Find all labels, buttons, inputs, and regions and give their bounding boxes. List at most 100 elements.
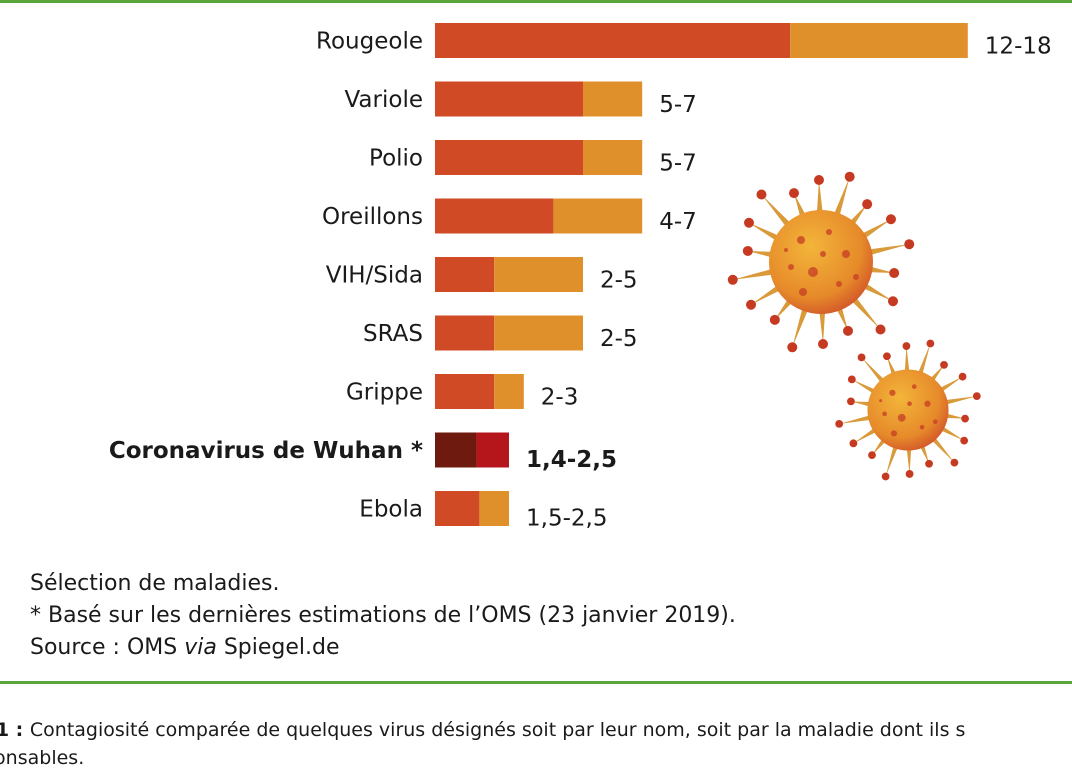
bar-low — [435, 315, 495, 351]
virus-spike — [835, 305, 849, 331]
virus-spot — [890, 430, 898, 437]
virus-spike — [861, 357, 885, 384]
virus-spike — [860, 219, 891, 240]
virus-spike-tip — [926, 339, 935, 348]
category-label: SRAS — [363, 321, 423, 347]
bar-low — [435, 140, 583, 175]
virus-spike-tip — [960, 436, 969, 445]
virus-spike-tip — [835, 419, 844, 428]
virus-spot — [808, 267, 818, 277]
value-label: 1,5-2,5 — [526, 506, 607, 532]
virus-spike — [839, 415, 872, 424]
category-label: Oreillons — [322, 204, 423, 230]
virus-body — [769, 210, 873, 314]
virus-spike — [850, 296, 881, 330]
bar-high — [553, 198, 643, 234]
virus-spike-tip — [950, 458, 959, 467]
bar-high — [583, 81, 643, 117]
virus-spot — [784, 248, 788, 252]
value-label: 12-18 — [985, 34, 1052, 60]
virus-spike — [761, 194, 792, 228]
virus-spot — [853, 274, 859, 280]
virus-spike-tip — [925, 459, 933, 468]
virus-spike — [749, 222, 781, 242]
value-label: 2-5 — [600, 268, 638, 294]
bar-high — [494, 257, 583, 292]
virus-spike — [792, 306, 809, 348]
virus-body — [867, 369, 949, 451]
bottom-rule — [0, 681, 1072, 684]
virus-spike — [904, 346, 910, 373]
note-source: Source : OMS via Spiegel.de — [30, 632, 736, 664]
virus-spike-tip — [904, 239, 915, 250]
top-rule — [0, 0, 1072, 3]
bar-high — [494, 315, 583, 351]
virus-spike — [774, 297, 794, 320]
figure-caption: . 1 : Contagiosité comparée de quelques … — [0, 716, 1067, 772]
virus-spike — [938, 376, 963, 393]
virus-icon — [727, 171, 915, 353]
virus-spike-tip — [868, 451, 876, 460]
virus-spike-tip — [727, 274, 738, 285]
virus-spot — [826, 229, 832, 235]
virus-spike-tip — [746, 299, 757, 310]
bar-low — [435, 374, 495, 409]
virus-spike-tip — [756, 189, 767, 200]
bar-low — [435, 23, 791, 58]
value-label: 1,4-2,5 — [526, 447, 617, 473]
virus-spike — [851, 379, 877, 395]
virus-spike-tip — [818, 338, 829, 349]
bar-low — [435, 81, 583, 117]
category-label: Coronavirus de Wuhan * — [109, 438, 423, 464]
category-label: Ebola — [359, 497, 423, 523]
virus-spot — [879, 399, 883, 403]
virus-spike-tip — [788, 188, 799, 199]
virus-spike — [751, 284, 782, 305]
value-label: 2-3 — [541, 385, 579, 411]
virus-spot — [897, 413, 906, 422]
source-prefix: Source : OMS — [30, 635, 185, 660]
virus-spike — [833, 176, 850, 218]
bar-low — [435, 198, 554, 234]
virus-spot — [820, 251, 826, 257]
virus-spike — [931, 436, 955, 463]
category-label: Polio — [369, 146, 423, 172]
virus-icon — [835, 339, 981, 481]
virus-spike-tip — [742, 245, 753, 256]
value-label: 5-7 — [659, 92, 697, 118]
bar-low — [435, 491, 480, 526]
category-label: VIH/Sida — [326, 263, 423, 289]
virus-spike — [861, 282, 893, 302]
virus-spike-tip — [875, 324, 886, 335]
virus-spot — [919, 424, 925, 430]
bars-group: Rougeole 12-18 Variole 5-7 Polio 5-7 Oreillons… — [109, 23, 1052, 532]
virus-spike-tip — [889, 268, 900, 279]
virus-spike — [929, 364, 945, 383]
bar-low — [435, 257, 495, 292]
virus-spot — [907, 401, 912, 407]
virus-spike-tip — [849, 439, 858, 448]
note-selection: Sélection de maladies. — [30, 571, 280, 596]
bar-high — [790, 23, 968, 58]
bar-low — [435, 432, 477, 468]
virus-spike-tip — [769, 314, 780, 325]
virus-spike — [867, 244, 910, 256]
virus-spike — [732, 268, 775, 280]
virus-spike-tip — [744, 217, 755, 228]
virus-spike — [939, 425, 965, 441]
virus-spike-tip — [847, 397, 855, 406]
virus-spike-tip — [881, 472, 890, 481]
virus-spot — [882, 411, 887, 417]
caption-text-2: ponsables. — [0, 747, 85, 769]
virus-spike-tip — [887, 296, 898, 307]
bar-chart: Rougeole 12-18 Variole 5-7 Polio 5-7 Oreillons… — [109, 23, 1052, 532]
bar-high — [494, 374, 524, 409]
virus-spike — [747, 250, 774, 258]
virus-spike-tip — [958, 372, 967, 381]
virus-spot — [836, 281, 842, 287]
virus-spike — [868, 266, 895, 274]
chart-notes: Sélection de maladies. * Basé sur les de… — [30, 568, 736, 664]
virus-spot — [889, 389, 896, 396]
virus-spike — [848, 204, 868, 227]
virus-spot — [924, 400, 931, 407]
